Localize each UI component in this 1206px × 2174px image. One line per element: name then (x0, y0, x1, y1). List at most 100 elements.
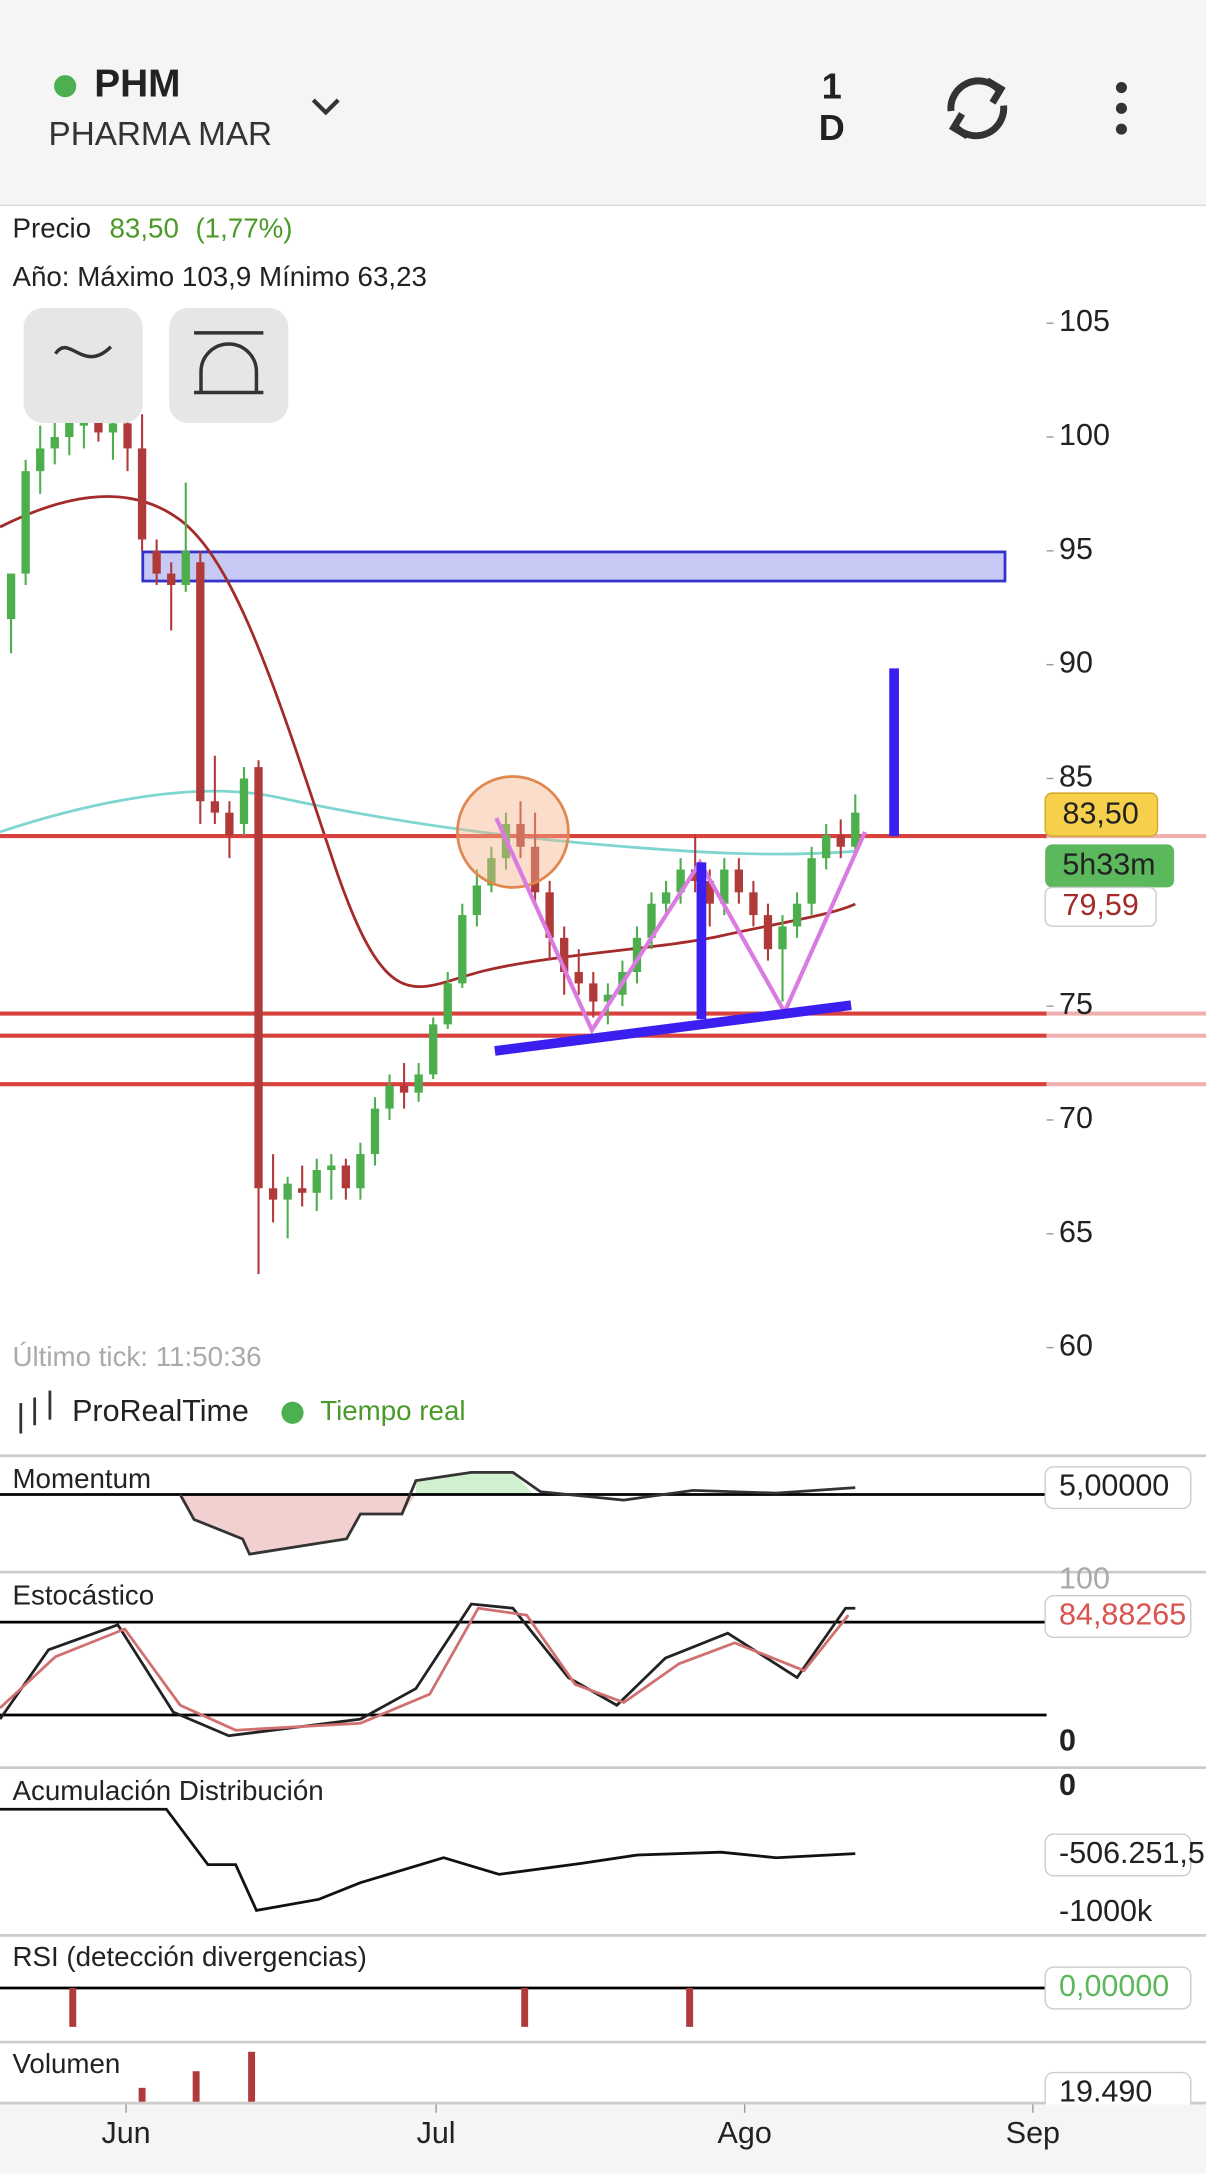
momentum-neg (180, 1494, 416, 1555)
candle-body (414, 1074, 423, 1093)
panel-title: Estocástico (12, 1579, 154, 1610)
y-tick-label: 70 (1059, 1101, 1093, 1135)
candle-body (429, 1024, 438, 1075)
alert-button[interactable] (169, 307, 289, 424)
x-tick-label: Ago (718, 2116, 772, 2150)
last-price-tag (1044, 792, 1159, 837)
candle-body (720, 869, 729, 904)
candle-body (647, 903, 656, 938)
y-tick-label: 95 (1059, 532, 1093, 566)
volume-bars (138, 2051, 256, 2102)
realtime: Tiempo real (320, 1395, 465, 1426)
candle-body (167, 573, 176, 585)
candle-body (341, 1165, 351, 1189)
candle-body (210, 801, 220, 813)
candle-body (94, 414, 103, 433)
candle-body (356, 1154, 365, 1189)
panel-value: 84,88265 (1059, 1598, 1186, 1632)
source: ProRealTime (72, 1394, 249, 1428)
candle-body (676, 869, 685, 893)
candle-body (836, 835, 845, 847)
timeframe-2[interactable]: D (819, 107, 845, 148)
x-tick-label: Sep (1006, 2116, 1060, 2150)
last-tick: Último tick: 11:50:36 (12, 1341, 261, 1372)
timer: 5h33m (1062, 848, 1155, 882)
candle-body (152, 550, 161, 574)
year-range: Año: Máximo 103,9 Mínimo 63,23 (12, 261, 426, 292)
panel-value: 5,00000 (1059, 1469, 1169, 1503)
candle-body (632, 937, 642, 972)
candle-body (399, 1085, 409, 1093)
panel-separators (0, 1454, 1206, 2105)
candle-body (65, 418, 74, 438)
sync-icon[interactable] (947, 77, 1008, 140)
candle-body (137, 448, 147, 540)
status-dot (54, 75, 77, 98)
panel-value: -506.251,5 (1059, 1836, 1205, 1870)
candle-body (123, 423, 132, 449)
dropdown-icon[interactable] (311, 98, 340, 116)
candle-body (196, 562, 205, 802)
candle-body (21, 471, 30, 574)
candle-body (268, 1188, 278, 1200)
price-label: Precio (12, 213, 91, 244)
panel-top-tick: 100 (1059, 1562, 1110, 1596)
panel-value-box (1044, 1595, 1192, 1639)
candle-body (312, 1170, 321, 1193)
highlight-circle (456, 775, 570, 889)
candle-body (443, 983, 452, 1025)
header-bg (0, 0, 1206, 206)
panel-value-box (1044, 1966, 1192, 2010)
candle-body (370, 1108, 380, 1155)
candle-body (239, 778, 249, 825)
menu-icon[interactable] (1115, 82, 1127, 135)
x-tick-label: Jul (417, 2116, 456, 2150)
indicators-button[interactable] (23, 307, 143, 424)
candle-body (603, 994, 613, 1002)
alert-icon (194, 331, 264, 395)
realtime-dot (281, 1401, 304, 1424)
panel-value-box (1044, 1466, 1192, 1510)
momentum-line (178, 1470, 856, 1556)
candle-body (298, 1188, 307, 1193)
y-tick-label: 75 (1059, 987, 1093, 1021)
y-tick-label: 90 (1059, 646, 1093, 680)
candle-body (6, 573, 16, 620)
candle-body (705, 880, 714, 904)
panel-value: 0,00000 (1059, 1969, 1169, 2003)
candle-body (327, 1165, 336, 1171)
timeframe-1[interactable]: 1 (822, 65, 842, 106)
rsi-bars (69, 1988, 694, 2027)
candle-body (778, 926, 787, 950)
stoch-d (0, 1606, 850, 1732)
symbol[interactable]: PHM (94, 62, 180, 105)
ma-value: 79,59 (1062, 888, 1138, 922)
y-tick-label: 60 (1059, 1329, 1093, 1363)
company-name[interactable]: PHARMA MAR (49, 116, 273, 153)
candle-body (661, 892, 671, 904)
panel-bottom-tick: -1000k (1059, 1894, 1153, 1928)
candle-body (851, 812, 860, 847)
candle-body (822, 835, 831, 859)
candle-body (487, 858, 496, 886)
price: 83,50 (110, 213, 179, 244)
panel-zero: 0 (1059, 1724, 1076, 1758)
y-tick-label: 100 (1059, 418, 1110, 452)
ad-line (0, 1807, 856, 1912)
indicators-icon (54, 345, 113, 359)
candle-body (807, 858, 816, 904)
candle-body (50, 437, 59, 449)
price-tags (1044, 792, 1175, 927)
candle-body (225, 812, 234, 836)
candle-body (691, 869, 700, 881)
candle-body (792, 903, 802, 927)
candle-body (560, 937, 569, 972)
price-change: (1,77%) (195, 213, 292, 244)
panel-title: Acumulación Distribución (12, 1775, 323, 1806)
time-axis-bg (0, 2104, 1206, 2174)
candle-body (458, 915, 467, 984)
trendline (494, 1000, 852, 1056)
candle-body (734, 869, 744, 893)
